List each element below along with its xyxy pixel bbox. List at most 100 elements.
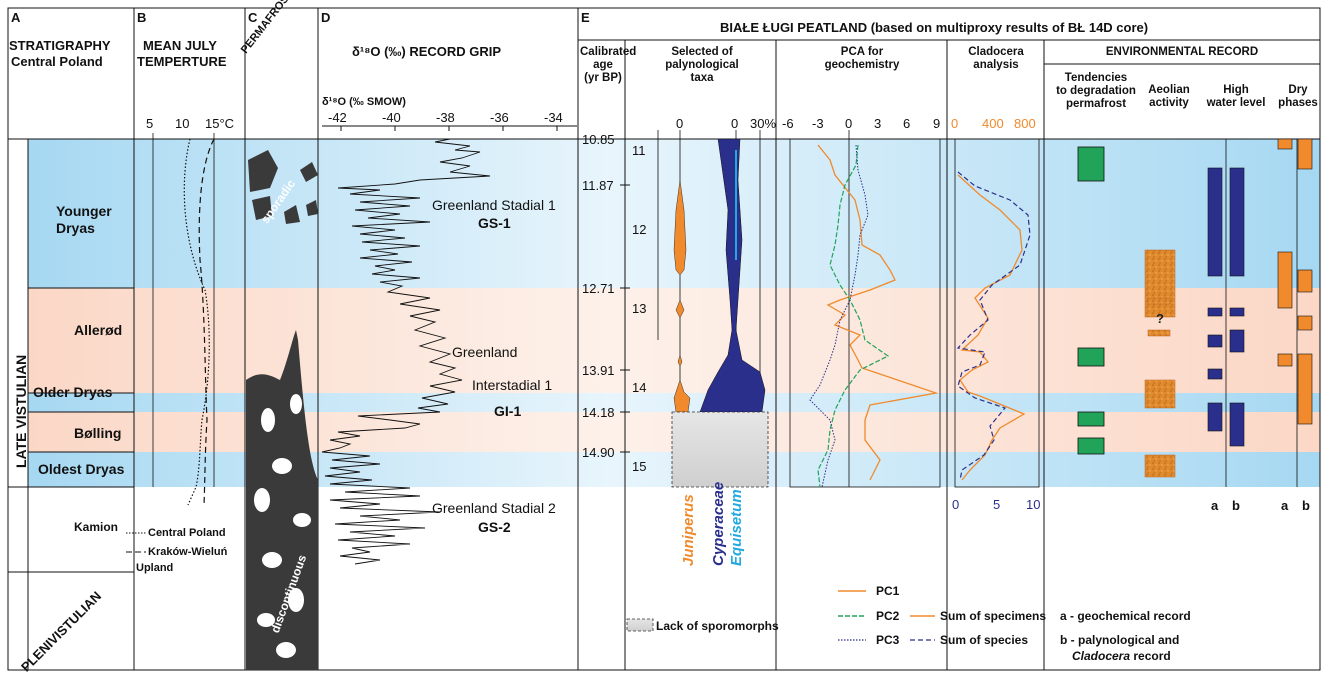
grip-tick-38: -38 [436, 110, 455, 125]
perm-bar-3 [1077, 411, 1105, 427]
header-env-high: High water level [1206, 84, 1266, 109]
clado-top-0: 0 [951, 116, 959, 131]
age-tick-11: 11 [632, 143, 646, 158]
age-10-85: 10.85 [582, 132, 615, 147]
legend-b-2-wrap: Cladocera record [1072, 649, 1171, 664]
stage-kamion: Kamion [74, 520, 119, 534]
juniperus-curve [673, 179, 691, 413]
palynology-panel [657, 130, 769, 488]
temp-curve-krakow [198, 138, 215, 506]
lack-of-sporomorphs-box [671, 411, 769, 488]
taxon-equisetum: Equisetum [728, 489, 745, 566]
band-allerod [28, 288, 1320, 393]
age-14-18: 14.18 [582, 405, 615, 420]
perm-bar-2 [1077, 347, 1105, 367]
header-palyno: Selected of palynological taxa [665, 46, 739, 84]
palyno-tick-0b: 0 [731, 116, 739, 131]
legend-b-3: record [1130, 649, 1171, 663]
panel-b-title-2: TEMPERTURE [137, 54, 227, 69]
env-dry-a: a [1281, 498, 1289, 513]
panel-d-letter: D [321, 10, 331, 25]
grip-axis-title: δ¹⁸O (‰ SMOW) [322, 96, 406, 108]
pca-pc3 [809, 144, 869, 488]
age-tick-13: 13 [632, 301, 647, 316]
grip-gs2: GS-2 [478, 519, 511, 535]
perm-bar-4 [1077, 437, 1105, 455]
band-older-dryas [28, 393, 1320, 412]
age-tick-15: 15 [632, 459, 647, 474]
legend-sum-species: Sum of species [940, 633, 1029, 647]
legend-b-2: Cladocera [1072, 649, 1131, 663]
header-env-dry: Dry phases [1278, 84, 1318, 109]
temp-tick-5: 5 [146, 116, 154, 131]
aeolian-bar-3 [1147, 329, 1171, 337]
panel-a-title-2: Central Poland [11, 54, 103, 69]
environmental-record [1077, 138, 1313, 487]
temp-legend-krakow: Kraków-Wieluń [148, 546, 228, 558]
taxon-juniperus: Juniperus [680, 494, 697, 566]
grip-gi1-name-1: Greenland [452, 344, 518, 360]
aeolian-bar-5 [1144, 454, 1176, 478]
frame [7, 7, 1321, 671]
stage-older-dryas: Older Dryas [33, 384, 113, 400]
grip-gs1: GS-1 [478, 215, 511, 231]
aeolian-question: ? [1156, 311, 1164, 326]
age-tick-14: 14 [632, 380, 647, 395]
env-dry-b: b [1302, 498, 1310, 513]
grip-gs2-name: Greenland Stadial 2 [432, 500, 556, 516]
header-env: ENVIRONMENTAL RECORD [1105, 46, 1259, 58]
age-14-90: 14.90 [582, 445, 615, 460]
grip-tick-40: -40 [382, 110, 401, 125]
age-13-91: 13.91 [582, 363, 615, 378]
panel-b-title-1: MEAN JULY [143, 38, 217, 53]
clado-bot-10: 10 [1026, 497, 1041, 512]
legend-pc1: PC1 [876, 584, 900, 598]
clado-specimens [957, 174, 1026, 481]
aeolian-bar-4 [1144, 379, 1176, 409]
pca-tick-6: 6 [903, 116, 911, 131]
pca-pc1 [817, 144, 939, 481]
panel-c-letter: C [248, 10, 258, 25]
clado-top-400: 400 [982, 116, 1004, 131]
legend-pc2: PC2 [876, 609, 900, 623]
clado-species [956, 171, 1031, 481]
pca-tick-9: 9 [933, 116, 941, 131]
temperature-grid [152, 133, 215, 487]
grip-gs1-name: Greenland Stadial 1 [432, 197, 556, 213]
aeolian-bar-2 [1147, 297, 1171, 305]
panel-a-letter: A [11, 10, 21, 25]
clado-bot-5: 5 [993, 497, 1001, 512]
band-younger-dryas [28, 139, 1320, 288]
perm-bar-1 [1077, 146, 1105, 182]
clado-top-800: 800 [1014, 116, 1036, 131]
temp-tick-15: 15°C [205, 116, 235, 131]
legend-b-1: b - palynological and [1060, 633, 1180, 647]
temp-legend-upland: Upland [136, 562, 174, 574]
pca-tick-m6: -6 [782, 116, 794, 131]
legend-lack: Lack of sporomorphs [656, 619, 779, 633]
panel-e-title: BIAŁE ŁUGI PEATLAND (based on multiproxy… [720, 20, 1149, 35]
env-high-b: b [1232, 498, 1240, 513]
pca-tick-0: 0 [845, 116, 853, 131]
legend-graphics [126, 532, 935, 641]
cladocera-panel [954, 138, 1040, 488]
permafrost-graphic [246, 150, 318, 670]
aeolian-bar-1 [1144, 249, 1176, 318]
legend-a: a - geochemical record [1060, 609, 1191, 623]
clado-bot-0: 0 [952, 497, 960, 512]
age-tick-12: 12 [632, 222, 647, 237]
temp-legend-central: Central Poland [148, 527, 226, 539]
grip-tick-36: -36 [490, 110, 509, 125]
palyno-tick-0a: 0 [676, 116, 684, 131]
temp-tick-10: 10 [175, 116, 190, 131]
header-pca: PCA for geochemistry [824, 46, 900, 71]
env-high-a: a [1211, 498, 1219, 513]
panel-a-title-1: STRATIGRAPHY [9, 38, 111, 53]
header-env-perm: Tendencies to degradation permafrost [1056, 72, 1136, 110]
taxon-cyperaceae: Cyperaceae [710, 481, 727, 566]
legend-pc3: PC3 [876, 633, 900, 647]
grip-gi1: GI-1 [494, 403, 522, 419]
grip-tick-42: -42 [328, 110, 347, 125]
stage-younger-dryas: Younger Dryas [56, 203, 112, 236]
